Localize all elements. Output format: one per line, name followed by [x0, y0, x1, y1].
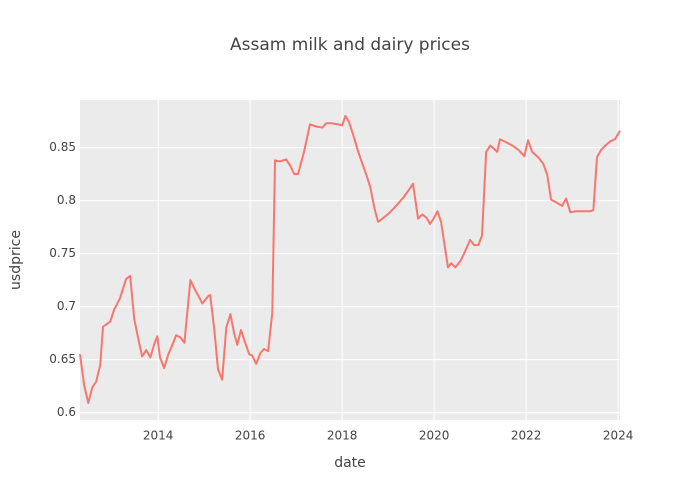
x-tick-label: 2020: [419, 429, 450, 443]
x-axis-title: date: [334, 455, 366, 471]
x-tick-label: 2018: [327, 429, 358, 443]
y-tick-label: 0.65: [49, 352, 76, 366]
x-tick-label: 2014: [143, 429, 174, 443]
plot-background: [80, 100, 620, 420]
y-axis-title: usdprice: [8, 230, 24, 290]
y-tick-label: 0.8: [57, 193, 76, 207]
y-tick-label: 0.75: [49, 246, 76, 260]
y-tick-label: 0.85: [49, 140, 76, 154]
data-line: [79, 114, 621, 405]
x-tick-label: 2022: [511, 429, 542, 443]
chart-title: Assam milk and dairy prices: [230, 35, 470, 55]
x-tick-label: 2024: [603, 429, 634, 443]
x-tick-label: 2016: [235, 429, 266, 443]
y-tick-label: 0.6: [57, 405, 76, 419]
y-tick-label: 0.7: [57, 299, 76, 313]
